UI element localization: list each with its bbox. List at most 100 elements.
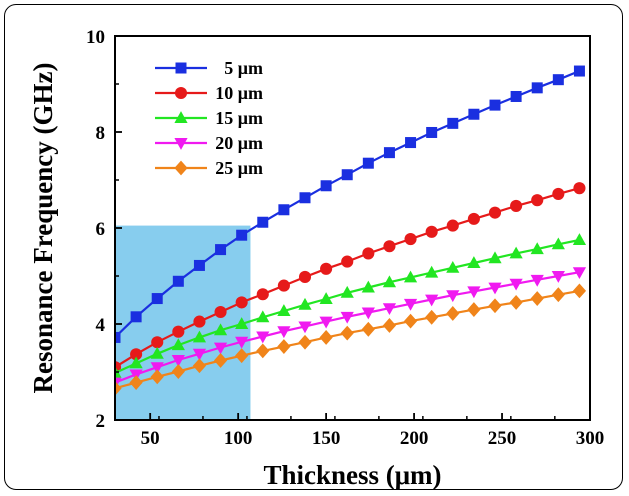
data-point [382,318,397,333]
data-point [403,313,418,329]
data-point [551,237,565,250]
data-point [467,212,480,225]
data-point [171,364,185,379]
data-point [319,316,333,329]
data-point [319,292,333,304]
data-point [235,348,249,364]
legend-entry: 20 μm [155,133,263,153]
data-point [361,307,375,320]
legend-label: 20 μm [215,133,263,153]
data-point [256,288,269,301]
data-point [403,298,418,311]
series-3 [115,233,587,378]
data-point [278,204,290,216]
data-point [215,244,227,256]
data-point [236,229,248,241]
data-point [193,259,205,271]
data-point [319,330,333,345]
data-point [115,380,122,396]
legend-label: 25 μm [215,158,263,178]
data-point [488,206,502,219]
y-tick-label: 10 [86,27,105,48]
data-point [256,343,270,359]
x-tick-label: 250 [488,428,517,449]
data-point [425,309,439,325]
data-point [446,260,460,273]
data-point [172,275,184,287]
data-point [214,305,227,319]
series-5 [115,283,587,396]
data-point [573,182,586,195]
legend-marker [174,138,188,150]
series-1 [115,65,585,343]
data-point [298,321,312,334]
data-point [361,280,375,293]
data-point [130,311,142,323]
data-point [467,256,481,268]
data-point [467,286,481,299]
series-4 [115,267,587,390]
legend-label: 10 μm [215,83,263,103]
data-point [382,303,397,316]
data-point [235,317,249,329]
data-point [320,180,332,192]
data-point [488,251,502,264]
x-axis-label: Thickness (μm) [263,460,441,490]
data-point [172,325,185,338]
legend-entry: 15 μm [155,108,263,128]
data-point [341,169,353,181]
data-point [192,330,207,343]
data-point [489,99,501,111]
x-tick-label: 100 [224,428,253,449]
data-point [446,290,460,303]
data-point [447,117,459,129]
legend-marker [175,62,187,74]
data-point [130,348,143,361]
data-point [510,199,523,212]
legend-marker [174,86,188,100]
data-point [257,216,269,228]
highlight-region [115,225,251,420]
data-point [405,137,417,149]
data-point [192,358,207,374]
data-point [530,242,544,255]
data-point [129,375,143,390]
y-tick-label: 4 [96,315,106,336]
data-point [403,270,418,283]
legend-entry: 10 μm [155,83,263,103]
data-point [340,325,354,341]
data-point [150,369,164,385]
y-axis-label: Resonance Frequency (GHz) [28,63,58,394]
legend-marker [174,160,188,176]
data-point [572,267,587,280]
data-point [382,275,397,288]
data-point [320,262,333,275]
data-point [115,331,121,343]
data-point [193,315,206,328]
data-point [446,219,459,232]
data-point [361,321,375,337]
data-point [213,342,228,355]
data-point [510,90,522,102]
figure-frame [4,4,623,490]
data-point [235,336,249,349]
legend-marker [174,111,188,123]
data-point [341,255,354,268]
data-point [151,336,164,349]
data-point [340,285,354,298]
data-point [404,232,417,246]
ticks-layer: 50 100 150 200 250 300 2 4 6 8 10 [86,27,604,449]
x-tick-label: 150 [312,428,341,449]
data-point [530,291,544,306]
legend-entry: 25 μm [155,158,263,178]
series-layer [115,65,587,396]
data-point [383,240,396,253]
data-point [192,348,207,361]
x-tick-label: 300 [576,428,605,449]
data-point [425,294,439,307]
data-point [298,297,312,310]
data-point [362,247,375,260]
data-point [277,279,290,292]
data-point [298,270,312,284]
